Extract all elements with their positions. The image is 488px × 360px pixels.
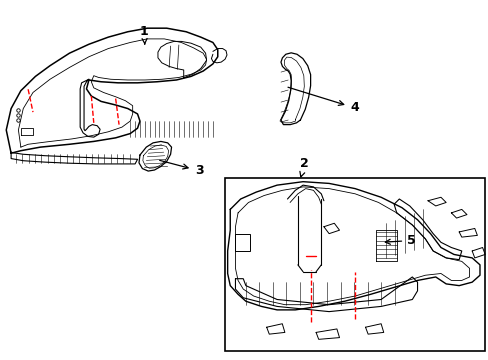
Text: 5: 5 bbox=[385, 234, 415, 247]
Bar bbox=[235, 234, 249, 251]
Bar bbox=[224, 178, 484, 351]
Text: 1: 1 bbox=[140, 25, 148, 44]
Text: 2: 2 bbox=[299, 157, 308, 177]
Text: 4: 4 bbox=[287, 87, 359, 114]
Text: 3: 3 bbox=[160, 160, 203, 177]
